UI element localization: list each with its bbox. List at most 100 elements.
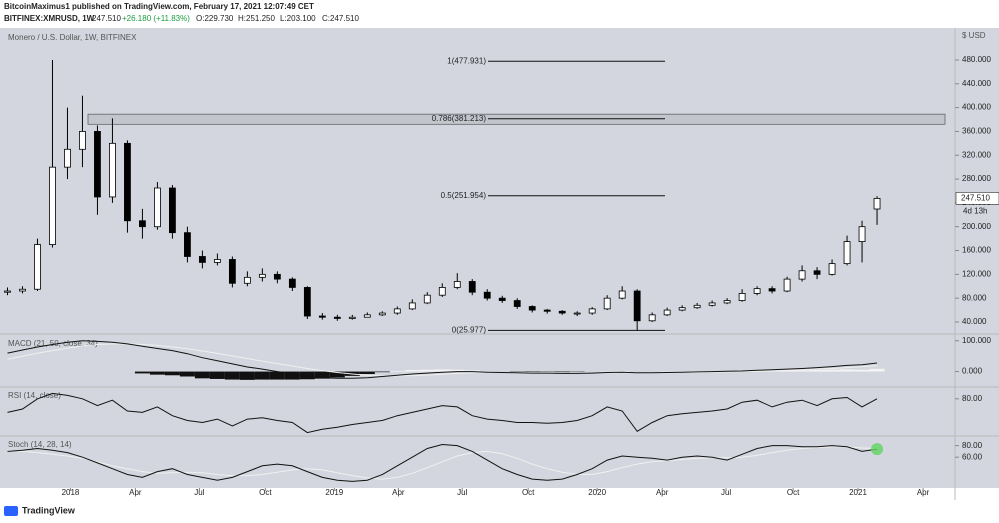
candle-body [873, 198, 881, 210]
histogram-bar [839, 369, 855, 372]
logo-icon [4, 506, 18, 516]
y-tick-label: 200.000 [962, 222, 991, 231]
high: H:251.250 [238, 14, 275, 23]
open: O:229.730 [196, 14, 234, 23]
fib-label: 0.5(251.954) [441, 191, 487, 200]
y-tick-label: 320.000 [962, 150, 991, 159]
x-tick-label: Apr [917, 488, 930, 497]
histogram-bar [824, 369, 840, 372]
logo: TradingView [22, 505, 76, 515]
y-tick-label: 80.00 [962, 441, 983, 450]
histogram-bar [314, 371, 330, 379]
histogram-bar [389, 370, 405, 372]
candle-body [34, 244, 41, 290]
y-tick-label: 60.00 [962, 452, 983, 461]
histogram-bar [779, 370, 795, 372]
histogram-bar [524, 371, 540, 373]
x-tick-label: Oct [522, 488, 535, 497]
signal-line [7, 343, 878, 377]
x-tick-label: 2019 [325, 488, 343, 497]
fib-label: 0(25.977) [452, 325, 487, 334]
price: 247.510 [92, 14, 121, 23]
candle-body [318, 315, 326, 318]
candle-body [648, 314, 656, 322]
histogram-bar [194, 371, 210, 379]
indicator-label: RSI (14, close) [8, 391, 61, 400]
fib-label: 0.786(381.213) [432, 114, 487, 123]
candle-body [528, 306, 536, 311]
histogram-bar [284, 371, 300, 380]
indicator-line [7, 392, 878, 434]
candle-body [783, 278, 791, 292]
y-tick-label: 100.000 [962, 336, 991, 345]
candle-body [288, 278, 296, 288]
histogram-bar [404, 370, 420, 372]
candle-body [423, 294, 431, 304]
y-tick-label: 120.000 [962, 269, 991, 278]
histogram-bar [179, 371, 195, 377]
candle-body [408, 302, 416, 310]
last-price: 247.510 [961, 194, 990, 203]
candle-body [828, 263, 836, 275]
histogram-bar [809, 370, 825, 372]
histogram-bar [299, 371, 315, 380]
candle-body [363, 314, 371, 318]
indicator-line [7, 443, 878, 482]
histogram-bar [239, 371, 255, 380]
countdown: 4d 13h [963, 207, 987, 216]
histogram-bar [449, 369, 465, 372]
plot-area [0, 28, 955, 488]
x-tick-label: Oct [787, 488, 800, 497]
histogram-bar [689, 370, 705, 372]
candle-body [768, 288, 776, 292]
candle-body [588, 308, 596, 314]
fib-label: 1(477.931) [447, 56, 486, 65]
price-axis [955, 28, 999, 488]
histogram-bar [419, 369, 435, 372]
candle-body [4, 290, 11, 293]
candle-body [169, 187, 176, 234]
candle-body [94, 131, 101, 198]
symbol: BITFINEX:XMRUSD, 1W [4, 14, 95, 23]
candle-body [813, 270, 821, 275]
candle-body [333, 316, 341, 319]
candle-body [198, 256, 206, 263]
histogram-bar [269, 371, 285, 380]
candle-body [468, 281, 476, 293]
histogram-bar [149, 371, 165, 375]
histogram-bar [224, 371, 240, 380]
candle-body [798, 270, 806, 280]
histogram-bar [869, 368, 885, 372]
histogram-bar [464, 370, 480, 372]
candle-body [618, 290, 626, 299]
candle-body [513, 300, 521, 307]
indicator-label: Stoch (14, 28, 14) [8, 440, 72, 449]
candle-body [49, 166, 56, 245]
signal-line [7, 446, 878, 480]
candle-body [708, 302, 716, 306]
candle-body [64, 148, 71, 168]
candle-body [124, 142, 131, 222]
histogram-bar [329, 371, 345, 378]
candle-body [139, 220, 146, 228]
candle-body [738, 293, 746, 301]
candle-body [663, 309, 671, 316]
candle-body [243, 276, 251, 284]
y-tick-label: 40.000 [962, 317, 987, 326]
y-tick-label: 80.00 [962, 394, 983, 403]
candle-body [154, 187, 161, 228]
histogram-bar [134, 371, 150, 374]
x-tick-label: 2021 [849, 488, 867, 497]
candle-body [753, 288, 761, 294]
symbol-line: BITFINEX:XMRUSD, 1W 247.510 +26.180 (+11… [4, 14, 359, 23]
x-tick-label: Jul [721, 488, 731, 497]
candle-body [603, 297, 611, 310]
histogram-bar [794, 370, 810, 372]
y-tick-label: 400.000 [962, 103, 991, 112]
candle-body [348, 316, 356, 319]
histogram-bar [359, 371, 375, 375]
candle-body [693, 304, 701, 309]
candle-body [79, 131, 86, 150]
candle-body [498, 297, 506, 301]
